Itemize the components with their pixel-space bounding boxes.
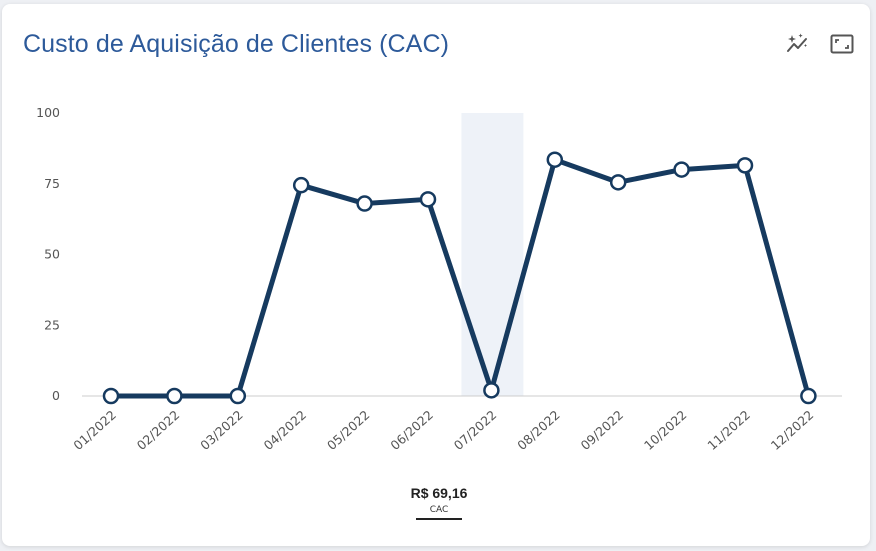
chart-title: Custo de Aquisição de Clientes (CAC) xyxy=(23,30,450,58)
data-point[interactable] xyxy=(736,157,754,174)
data-point[interactable] xyxy=(483,382,500,399)
x-tick-label: 03/2022 xyxy=(197,407,246,453)
data-point[interactable] xyxy=(673,161,690,178)
y-tick-label: 100 xyxy=(36,105,60,120)
data-point[interactable] xyxy=(166,387,183,405)
x-tick-label: 10/2022 xyxy=(641,407,690,453)
data-point[interactable] xyxy=(102,387,120,405)
line-chart: 0 25 50 75 100 01/2022 02/2022 03/2022 04/2022 05… xyxy=(36,105,842,453)
data-point[interactable] xyxy=(800,387,817,405)
summary-label: CAC xyxy=(429,505,449,515)
x-tick-label: 06/2022 xyxy=(387,407,436,453)
y-tick-label: 75 xyxy=(44,176,60,191)
data-point[interactable] xyxy=(546,151,564,168)
data-point[interactable] xyxy=(609,174,627,191)
x-tick-label: 07/2022 xyxy=(451,407,500,453)
y-tick-label: 0 xyxy=(52,388,60,403)
data-point[interactable] xyxy=(292,176,310,194)
y-tick-label: 25 xyxy=(44,317,60,332)
x-tick-label: 02/2022 xyxy=(134,407,183,453)
data-point[interactable] xyxy=(229,387,247,405)
x-tick-label: 11/2022 xyxy=(704,407,753,453)
expand-button[interactable] xyxy=(828,30,856,58)
magic-trend-button[interactable] xyxy=(784,30,812,58)
x-tick-label: 04/2022 xyxy=(261,407,310,453)
chart-card: Custo de Aquisição de Clientes (CAC) 0 25… xyxy=(2,4,870,546)
chart-summary[interactable]: R$ 69,16 CAC xyxy=(404,485,474,520)
x-tick-label: 12/2022 xyxy=(768,407,817,453)
data-point[interactable] xyxy=(356,195,373,212)
series-line xyxy=(108,157,811,399)
x-tick-label: 05/2022 xyxy=(324,407,373,453)
expand-icon xyxy=(830,34,854,54)
highlight-band xyxy=(461,113,524,396)
chart-toolbar xyxy=(784,30,856,58)
x-tick-label: 01/2022 xyxy=(70,407,119,453)
sparkle-trend-icon xyxy=(787,33,807,52)
summary-underline xyxy=(416,518,462,520)
x-tick-label: 08/2022 xyxy=(514,407,563,453)
y-tick-label: 50 xyxy=(44,247,60,262)
x-tick-label: 09/2022 xyxy=(578,407,627,453)
data-point[interactable] xyxy=(419,191,437,208)
summary-value: R$ 69,16 xyxy=(410,485,468,501)
